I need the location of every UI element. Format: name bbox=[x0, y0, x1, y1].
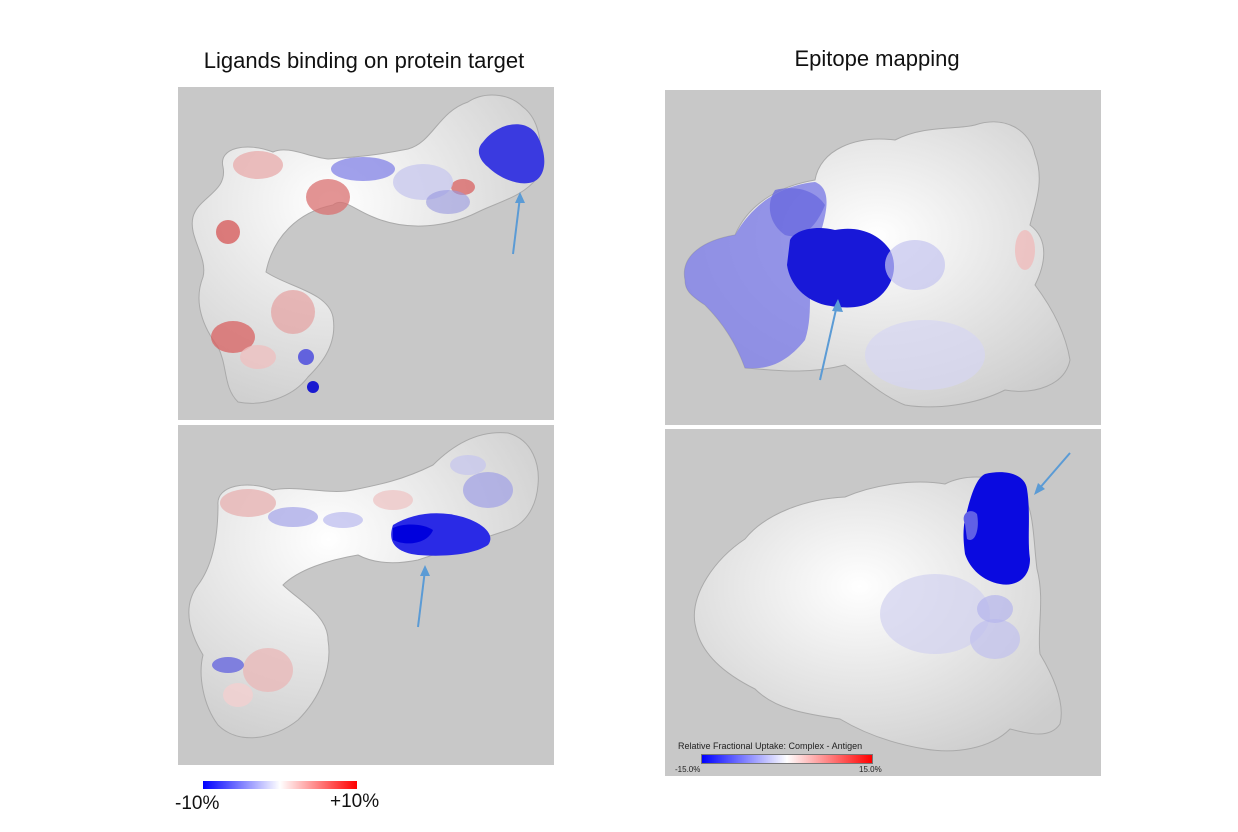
left-title: Ligands binding on protein target bbox=[203, 48, 525, 73]
protein-surface-epitope-top bbox=[683, 121, 1071, 408]
arrow-icon bbox=[417, 569, 426, 628]
protein-surface-epitope-bottom bbox=[693, 452, 1071, 752]
uptake-legend-max-label: 15.0% bbox=[859, 765, 882, 774]
arrow-icon bbox=[819, 304, 838, 381]
ligands-panel-top bbox=[178, 87, 554, 420]
arrow-icon bbox=[512, 196, 521, 255]
protein-surface-ligand-top bbox=[191, 94, 545, 404]
protein-surface-ligand-bottom bbox=[188, 432, 539, 739]
arrowhead-icon bbox=[832, 299, 843, 312]
epitope-panel-top bbox=[665, 90, 1101, 425]
epitope-panel-bottom: Relative Fractional Uptake: Complex - An… bbox=[665, 429, 1101, 776]
arrowhead-icon bbox=[515, 192, 525, 203]
uptake-legend-min-label: -15.0% bbox=[675, 765, 701, 774]
uptake-legend-caption: Relative Fractional Uptake: Complex - An… bbox=[678, 741, 863, 751]
ligands-panel-bottom bbox=[178, 425, 554, 765]
arrow-icon bbox=[1037, 452, 1071, 491]
color-scale-bar bbox=[203, 781, 357, 789]
uptake-color-scale-bar bbox=[701, 754, 873, 764]
arrowhead-icon bbox=[420, 565, 430, 576]
arrowhead-icon bbox=[1034, 483, 1045, 495]
right-title: Epitope mapping bbox=[794, 46, 960, 71]
legend-max-label: +10% bbox=[330, 791, 380, 812]
legend-min-label: -10% bbox=[175, 793, 220, 814]
